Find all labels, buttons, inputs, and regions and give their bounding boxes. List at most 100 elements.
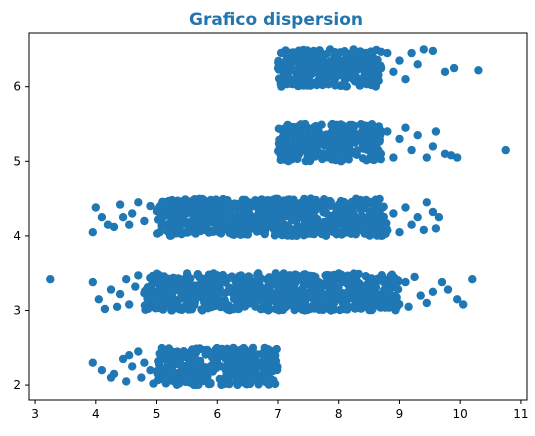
scatter-point [155,228,164,237]
scatter-point [283,195,292,204]
scatter-point [338,289,348,298]
scatter-point [277,151,286,160]
scatter-point [324,80,333,89]
scatter-point [225,374,234,383]
scatter-point [422,198,431,207]
scatter-point [134,198,143,207]
scatter-point [286,271,295,280]
scatter-point [317,304,327,314]
scatter-point [306,126,316,136]
scatter-point [306,304,315,313]
scatter-point [270,231,280,240]
scatter-point [413,60,422,69]
scatter-point [392,302,401,312]
chart-title: Grafico dispersion [189,10,363,30]
scatter-point [229,294,239,303]
scatter-point [202,221,211,230]
scatter-point [317,228,326,237]
scatter-point [363,303,372,312]
x-tick-label: 5 [153,407,161,421]
scatter-point [221,200,230,210]
scatter-point [272,344,281,354]
scatter-point [428,207,438,217]
scatter-point [330,48,340,57]
scatter-point [153,206,162,215]
scatter-point [263,196,272,205]
scatter-point [388,277,398,286]
scatter-point [268,294,277,303]
scatter-point [227,222,236,231]
scatter-point [172,375,181,384]
scatter-point [204,283,213,293]
scatter-point [180,285,190,295]
scatter-point [112,302,122,311]
y-axis: 2 3 4 5 6 [13,80,29,392]
scatter-point [177,361,187,370]
scatter-point [413,213,422,222]
scatter-point [264,378,273,388]
scatter-point [251,285,261,294]
scatter-point [149,379,158,388]
scatter-point [324,218,334,228]
scatter-point [362,156,371,165]
scatter-point [376,130,385,139]
scatter-point [146,273,155,283]
scatter-point [360,143,369,152]
scatter-point [125,220,134,229]
scatter-point [202,296,211,306]
scatter-point [347,222,356,231]
scatter-point [274,65,284,74]
scatter-point [356,304,366,313]
scatter-point [151,299,160,308]
scatter-point [236,210,245,219]
scatter-point [165,357,174,366]
scatter-point [248,369,257,379]
scatter-point [459,300,468,309]
scatter-point [217,277,226,286]
scatter-point [220,219,230,229]
scatter-point [207,302,216,312]
scatter-point [236,349,245,358]
scatter-point [140,216,149,226]
scatter-point [236,230,245,239]
scatter-point [336,133,345,142]
scatter-point [345,127,355,136]
scatter-point [327,66,336,75]
scatter-point [453,153,462,162]
scatter-point [339,149,348,158]
scatter-point [185,359,194,368]
scatter-point [225,228,234,238]
scatter-point [382,224,391,234]
scatter-point [217,344,227,354]
scatter-point [115,289,125,299]
scatter-point [271,357,280,366]
scatter-point [287,283,296,292]
scatter-point [261,293,271,302]
scatter-point [278,288,287,297]
scatter-point [183,296,192,305]
scatter-point [443,285,453,294]
scatter-point [395,228,404,237]
scatter-point [183,226,192,236]
scatter-point [195,365,205,374]
scatter-point [164,282,173,291]
scatter-point [163,274,172,283]
scatter-point [279,269,288,278]
scatter-point [115,200,125,209]
scatter-point [152,269,162,278]
scatter-point [328,59,337,68]
scatter-point [309,214,318,223]
x-tick-label: 11 [513,407,528,421]
scatter-point [134,347,143,356]
scatter-point [215,197,224,206]
scatter-point [295,127,304,136]
scatter-point [109,369,119,379]
scatter-point [259,367,269,376]
scatter-point [180,279,189,288]
x-tick-label: 9 [396,407,404,421]
scatter-point [131,282,140,291]
scatter-point [440,67,450,77]
scatter-point [241,274,251,283]
scatter-point [217,288,226,297]
